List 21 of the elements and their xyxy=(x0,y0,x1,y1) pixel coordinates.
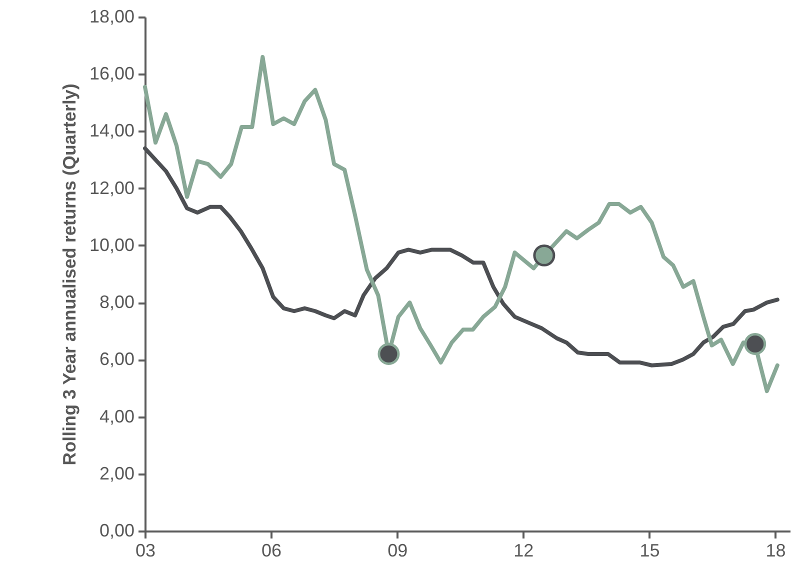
line-series xyxy=(143,54,780,394)
y-tick-label: 8,00 xyxy=(99,292,134,312)
point xyxy=(378,342,400,365)
x-tick-label: 18 xyxy=(766,540,786,560)
x-tick-label: 12 xyxy=(514,540,534,560)
y-tick-label: 0,00 xyxy=(99,520,134,540)
y-tick-label: 14,00 xyxy=(89,120,134,141)
y-tick-label: 10,00 xyxy=(89,234,134,255)
y-tick-label: 4,00 xyxy=(99,406,134,426)
y-tick-label: 6,00 xyxy=(99,349,134,370)
y-tick-label: 2,00 xyxy=(99,463,134,484)
x-tick-label: 06 xyxy=(262,540,282,560)
point xyxy=(533,244,556,266)
y-tick-label: 16,00 xyxy=(89,64,134,84)
y-tick-label: 18,00 xyxy=(89,6,134,26)
x-tick-label: 03 xyxy=(135,540,156,560)
x-tick-label: 15 xyxy=(640,540,660,560)
y-tick-label: 12,00 xyxy=(89,178,134,198)
point xyxy=(744,332,766,355)
x-tick-label: 09 xyxy=(388,540,408,560)
y-axis-title: Rolling 3 Year annualised returns (Quarterly) xyxy=(59,84,80,466)
